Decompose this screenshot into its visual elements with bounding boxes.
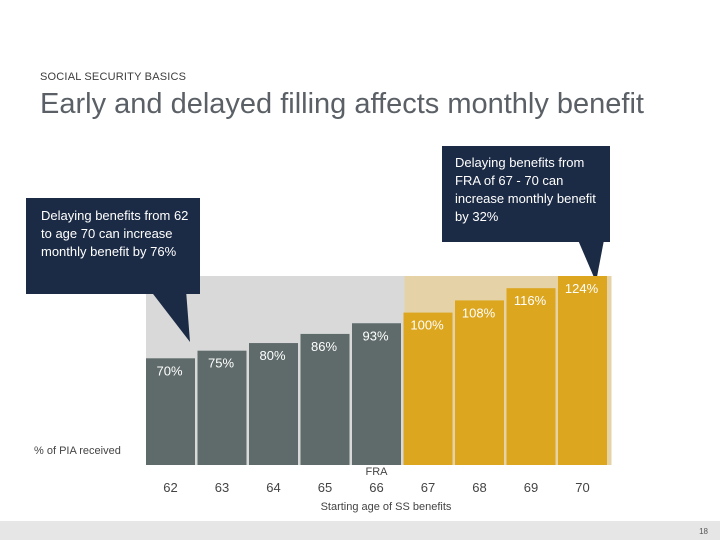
section-eyebrow: SOCIAL SECURITY BASICS	[40, 71, 187, 83]
x-tick-67: 67	[421, 480, 435, 495]
bar-age-69	[506, 288, 556, 465]
page-title: Early and delayed filling affects monthl…	[40, 88, 644, 120]
x-tick-69: 69	[524, 480, 538, 495]
fra-annotation: FRA	[366, 466, 389, 478]
x-tick-63: 63	[215, 480, 229, 495]
data-label-age-67: 100%	[410, 318, 444, 333]
x-axis-label: Starting age of SS benefits	[321, 501, 452, 513]
x-tick-64: 64	[266, 480, 280, 495]
bar-age-65	[300, 333, 350, 465]
data-label-age-68: 108%	[462, 305, 496, 320]
data-label-age-64: 80%	[259, 348, 285, 363]
pia-axis-label: % of PIA received	[34, 445, 121, 457]
bar-age-70	[558, 276, 607, 465]
callout-fra-to-70: Delaying benefits from FRA of 67 - 70 ca…	[442, 146, 610, 242]
bar-age-64	[249, 343, 298, 465]
bar-age-63	[197, 350, 247, 465]
x-tick-62: 62	[163, 480, 177, 495]
callout-left-pointer	[150, 290, 190, 342]
x-tick-66: 66	[369, 480, 383, 495]
x-tick-65: 65	[318, 480, 332, 495]
data-label-age-66: 93%	[362, 328, 388, 343]
callout-right-pointer	[578, 240, 604, 282]
bar-age-67	[403, 312, 453, 465]
page-number: 18	[699, 527, 708, 536]
x-tick-70: 70	[575, 480, 589, 495]
data-label-age-63: 75%	[208, 356, 234, 371]
data-label-age-65: 86%	[311, 339, 337, 354]
data-label-age-62: 70%	[156, 363, 182, 378]
callout-62-to-70: Delaying benefits from 62 to age 70 can …	[26, 198, 200, 294]
bar-age-66	[352, 323, 401, 465]
data-label-age-69: 116%	[514, 293, 547, 308]
x-tick-68: 68	[472, 480, 486, 495]
bar-age-62	[146, 358, 195, 465]
footer-bar	[0, 521, 720, 540]
data-label-age-70: 124%	[565, 281, 599, 296]
bar-age-68	[455, 300, 504, 465]
